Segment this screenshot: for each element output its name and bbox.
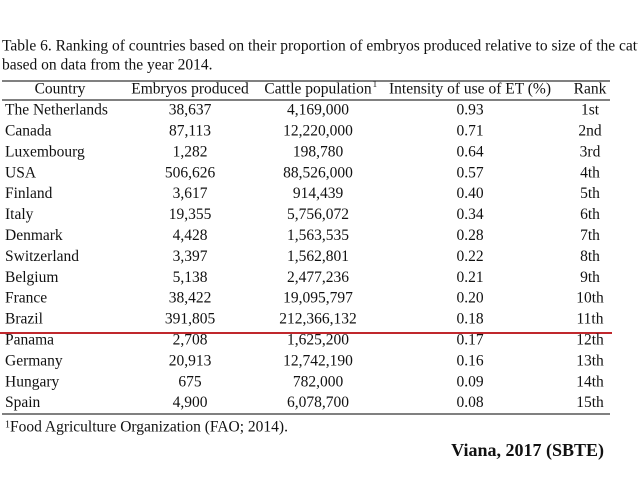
table-cell: 4,169,000: [287, 102, 349, 119]
table-cell: 11th: [577, 311, 604, 328]
country-cell: Spain: [5, 394, 41, 411]
table-cell: 7th: [580, 227, 600, 244]
country-cell: USA: [5, 164, 37, 181]
table-cell: 10th: [576, 290, 604, 307]
table-cell: 6,078,700: [287, 394, 349, 411]
country-cell: Belgium: [5, 269, 58, 286]
table-cell: 15th: [576, 394, 604, 411]
table-cell: 8th: [580, 248, 600, 265]
table-cell: 0.17: [456, 331, 483, 348]
table-cell: 3,397: [173, 248, 208, 265]
table-cell: 5th: [580, 185, 600, 202]
table-cell: 19,095,797: [283, 290, 353, 307]
table-cell: 506,626: [165, 164, 216, 181]
table-cell: 1,625,200: [287, 331, 349, 348]
table-cell: 0.71: [456, 122, 483, 139]
country-cell: Brazil: [5, 311, 43, 328]
table-cell: 12th: [576, 331, 604, 348]
table-cell: 0.93: [456, 102, 483, 119]
table-cell: 3,617: [173, 185, 208, 202]
column-header: Embryos produced: [131, 81, 249, 98]
table-cell: 13th: [576, 352, 604, 369]
country-cell: The Netherlands: [5, 102, 108, 119]
table-cell: 2nd: [578, 122, 602, 139]
country-cell: Hungary: [5, 373, 59, 390]
table-cell: 14th: [576, 373, 604, 390]
table-cell: 1,563,535: [287, 227, 349, 244]
table-cell: 12,220,000: [283, 122, 353, 139]
table-cell: 3rd: [580, 143, 601, 160]
column-header: Rank: [574, 81, 607, 98]
table-cell: 0.21: [456, 269, 483, 286]
table-cell: 88,526,000: [283, 164, 353, 181]
table-cell: 38,637: [169, 102, 212, 119]
table-cell: 0.08: [456, 394, 483, 411]
footnote-marker: 1: [5, 419, 10, 430]
credit: Viana, 2017 (SBTE): [451, 440, 604, 461]
country-cell: France: [5, 290, 47, 307]
table-cell: 2,708: [173, 331, 208, 348]
country-cell: Denmark: [5, 227, 63, 244]
column-header: Cattle population: [264, 81, 371, 98]
table-cell: 675: [178, 373, 202, 390]
table-cell: 12,742,190: [283, 352, 353, 369]
country-cell: Germany: [5, 352, 63, 369]
table-cell: 1,562,801: [287, 248, 349, 265]
table-cell: 1st: [581, 102, 600, 119]
table-cell: 0.20: [456, 290, 483, 307]
table-cell: 4,428: [173, 227, 208, 244]
caption-line: based on data from the year 2014.: [2, 57, 212, 74]
table-cell: 38,422: [169, 290, 212, 307]
table-cell: 198,780: [293, 143, 344, 160]
caption-line: Table 6. Ranking of countries based on t…: [2, 38, 638, 55]
table-cell: 6th: [580, 206, 600, 223]
table-cell: 0.09: [456, 373, 483, 390]
table-cell: 0.22: [456, 248, 483, 265]
table-cell: 0.28: [456, 227, 483, 244]
table-cell: 1,282: [173, 143, 208, 160]
table-cell: 4,900: [173, 394, 208, 411]
country-cell: Canada: [5, 122, 52, 139]
header-note: 1: [373, 79, 378, 89]
footnote: Food Agriculture Organization (FAO; 2014…: [10, 419, 288, 436]
country-cell: Italy: [5, 206, 34, 223]
table-cell: 5,756,072: [287, 206, 349, 223]
table-cell: 0.64: [456, 143, 483, 160]
table-cell: 9th: [580, 269, 600, 286]
country-cell: Panama: [5, 331, 54, 348]
column-header: Country: [35, 81, 86, 98]
table-cell: 0.34: [456, 206, 483, 223]
table-cell: 20,913: [169, 352, 212, 369]
table-cell: 0.40: [456, 185, 483, 202]
table-cell: 212,366,132: [279, 311, 357, 328]
table-cell: 0.16: [456, 352, 483, 369]
table-cell: 87,113: [169, 122, 211, 139]
table-cell: 0.57: [456, 164, 483, 181]
table-cell: 782,000: [293, 373, 344, 390]
table-cell: 5,138: [173, 269, 208, 286]
column-header: Intensity of use of ET (%): [389, 81, 551, 98]
table-cell: 391,805: [165, 311, 216, 328]
table-cell: 0.18: [456, 311, 483, 328]
table-cell: 4th: [580, 164, 600, 181]
table-cell: 2,477,236: [287, 269, 349, 286]
table-cell: 19,355: [169, 206, 212, 223]
country-cell: Switzerland: [5, 248, 79, 265]
country-cell: Luxembourg: [5, 143, 85, 160]
country-cell: Finland: [5, 185, 53, 202]
table-cell: 914,439: [293, 185, 344, 202]
